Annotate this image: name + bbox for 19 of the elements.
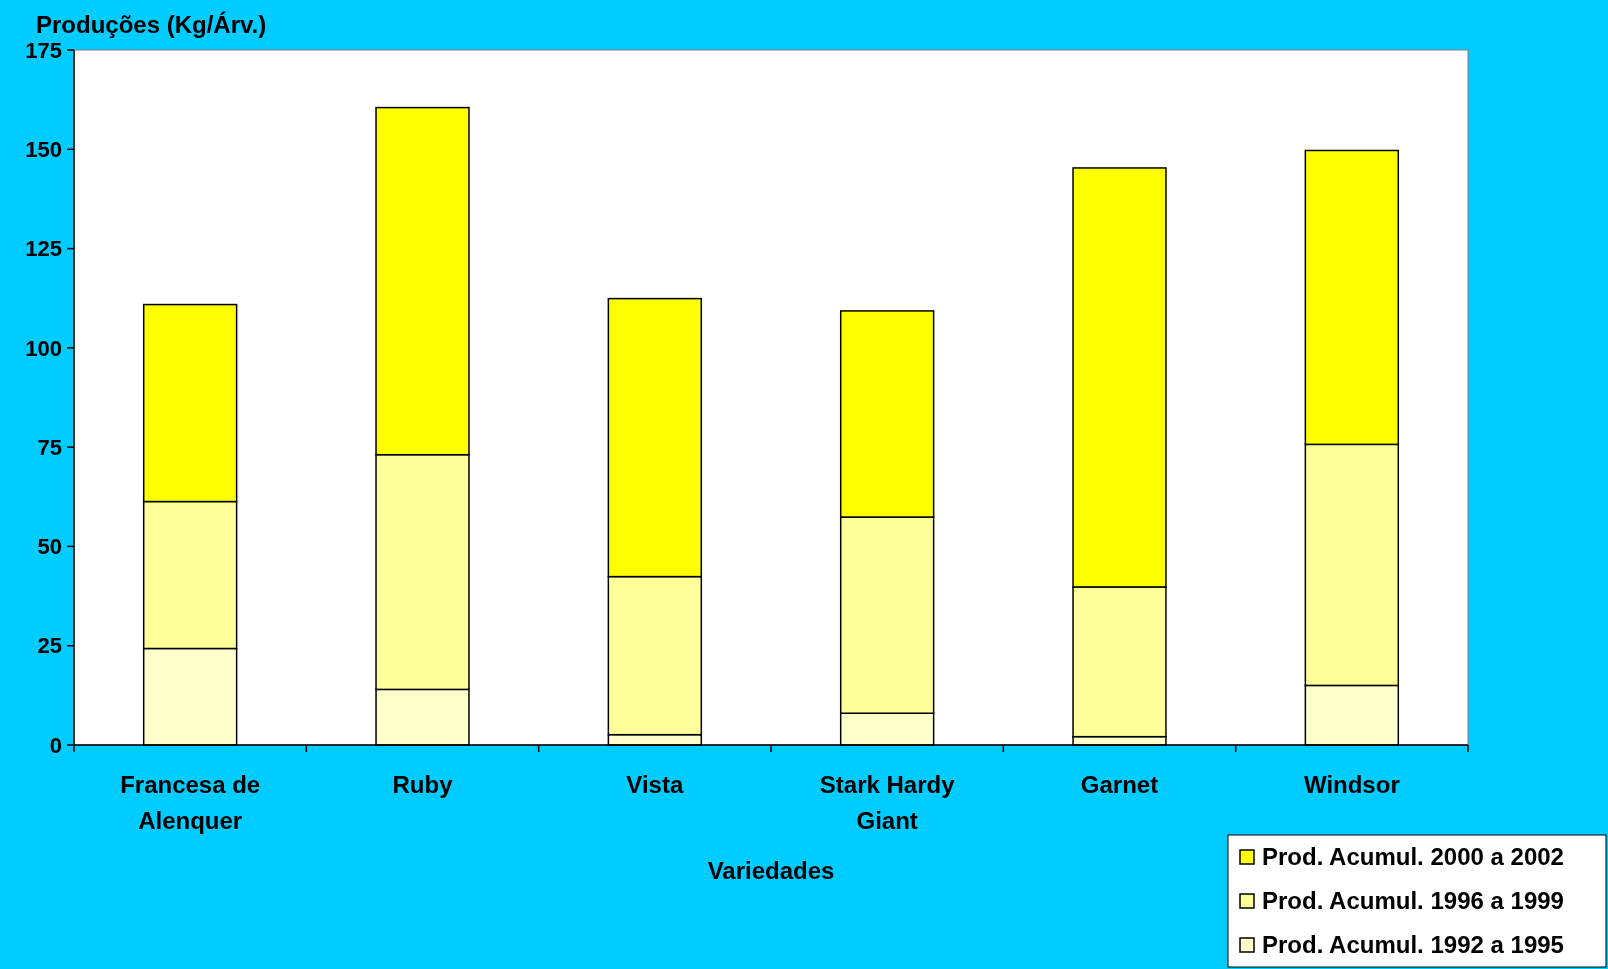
y-tick-label: 25 [37,633,62,659]
y-tick-label: 125 [25,236,62,262]
y-tick-label: 175 [25,37,62,63]
x-tick-label: Stark Hardy Giant [819,771,956,834]
legend-label: Prod. Acumul. 2000 a 2002 [1262,843,1564,871]
x-tick-label: Vista [626,771,684,798]
legend-label: Prod. Acumul. 1992 a 1995 [1262,931,1564,959]
x-axis-title: Variedades [707,857,835,884]
y-tick-label: 150 [25,136,62,162]
x-tick-label: Francesa de Alenquer [120,771,261,834]
x-tick-label: Windsor [1303,771,1400,798]
y-tick-label: 75 [37,434,62,460]
x-tick-label: Ruby [392,771,454,798]
x-tick-label: Garnet [1080,771,1159,798]
y-tick-label: 100 [25,335,62,361]
y-tick-label: 0 [49,732,62,758]
y-axis-title: Produções (Kg/Árv.) [36,11,267,38]
y-tick-label: 50 [37,534,62,560]
legend-label: Prod. Acumul. 1996 a 1999 [1262,887,1564,915]
